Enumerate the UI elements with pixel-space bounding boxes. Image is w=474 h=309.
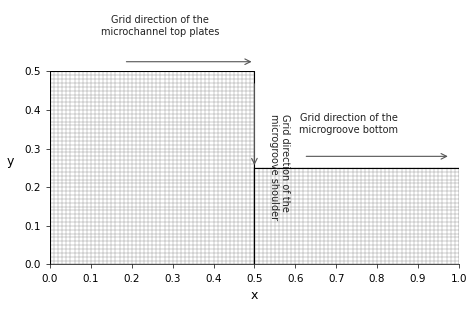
Y-axis label: y: y bbox=[7, 155, 14, 168]
X-axis label: x: x bbox=[251, 289, 258, 302]
Text: Grid direction of the
microchannel top plates: Grid direction of the microchannel top p… bbox=[101, 15, 219, 36]
Text: Grid direction of the
microgroove shoulder: Grid direction of the microgroove should… bbox=[269, 114, 291, 220]
Text: Grid direction of the
microgroove bottom: Grid direction of the microgroove bottom bbox=[299, 113, 398, 135]
